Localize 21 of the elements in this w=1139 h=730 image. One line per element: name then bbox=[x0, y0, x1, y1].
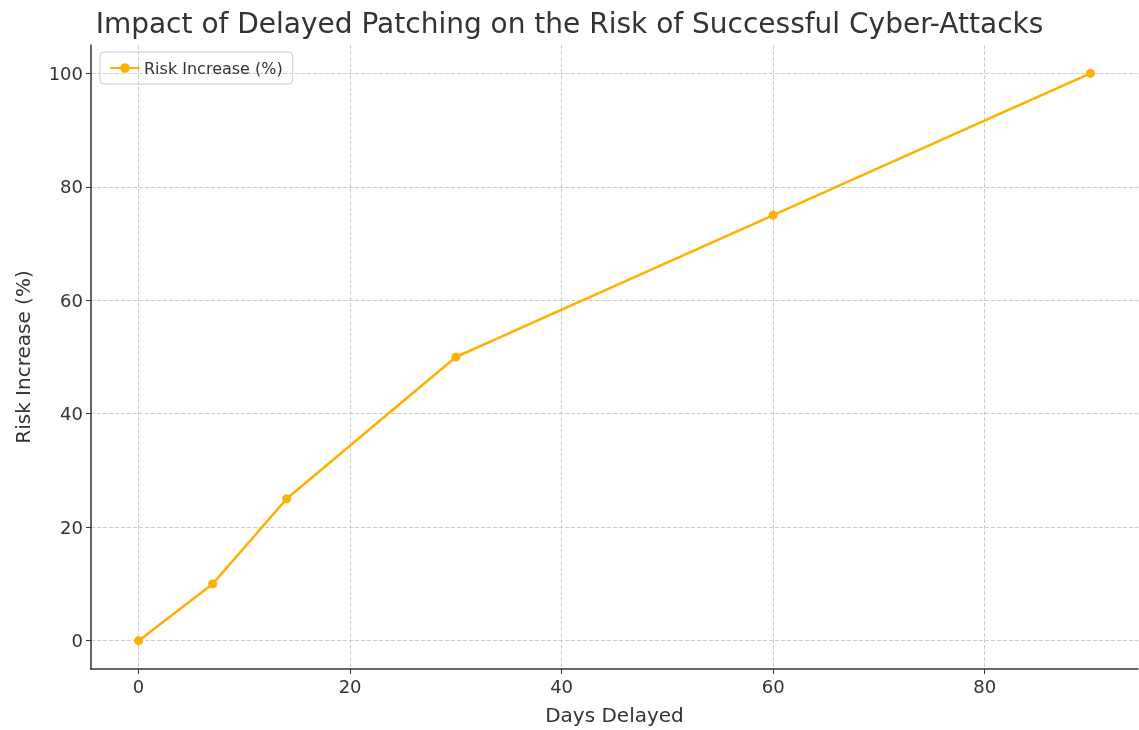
x-tick-label: 60 bbox=[761, 675, 785, 697]
point bbox=[1085, 68, 1095, 78]
x-tick-label: 80 bbox=[973, 675, 997, 697]
y-tick-label: 0 bbox=[71, 630, 83, 652]
y-tick-label: 80 bbox=[60, 176, 83, 198]
y-tick-label: 20 bbox=[60, 516, 83, 538]
point bbox=[134, 636, 144, 646]
y-tick-label: 100 bbox=[48, 62, 83, 84]
legend-label: Risk Increase (%) bbox=[144, 58, 283, 78]
x-axis-title: Days Delayed bbox=[545, 703, 684, 727]
x-tick-label: 40 bbox=[550, 675, 574, 697]
y-axis-title: Risk Increase (%) bbox=[11, 270, 35, 444]
point bbox=[451, 352, 461, 362]
point bbox=[768, 210, 778, 220]
y-tick-label: 40 bbox=[60, 403, 83, 425]
x-tick-label: 0 bbox=[132, 675, 145, 697]
y-tick-label: 60 bbox=[60, 289, 83, 311]
point bbox=[208, 579, 218, 589]
x-tick-label: 20 bbox=[338, 675, 362, 697]
point bbox=[282, 494, 292, 504]
chart-title: Impact of Delayed Patching on the Risk of Successful Cyber-Attacks bbox=[95, 6, 1044, 40]
